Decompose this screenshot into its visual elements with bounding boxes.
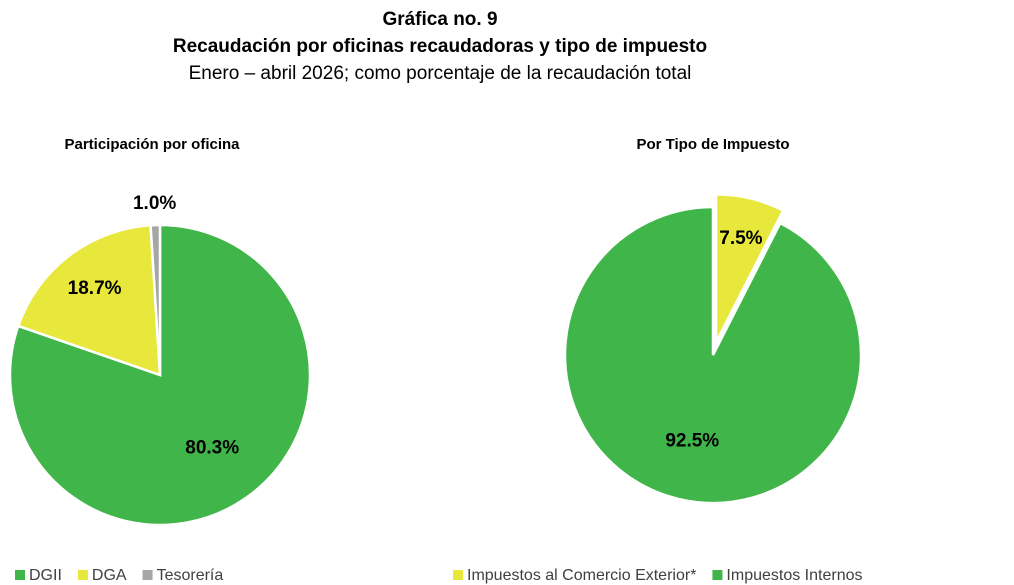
value-label: 18.7% xyxy=(68,278,122,299)
legend-label: Impuestos Internos xyxy=(726,567,862,584)
pie-slice xyxy=(563,205,863,505)
value-label: 80.3% xyxy=(185,437,239,458)
pie-slice xyxy=(16,223,162,377)
legend-label: Impuestos al Comercio Exterior* xyxy=(467,567,696,584)
chart-title: Por Tipo de Impuesto xyxy=(636,136,789,153)
legend-swatch xyxy=(77,570,88,580)
pie-slice xyxy=(149,223,162,376)
legend-label: DGA xyxy=(92,567,127,584)
value-label: 92.5% xyxy=(665,430,719,451)
legend-label: DGII xyxy=(29,567,62,584)
legend-swatch xyxy=(15,570,25,580)
chart-title: Participación por oficina xyxy=(64,136,240,153)
title: Gráfica no. 9 xyxy=(382,9,497,30)
pie-slice xyxy=(8,223,312,527)
legend-swatch xyxy=(142,570,153,580)
pie-slice xyxy=(714,193,785,343)
note: Enero – abril 2026; como porcentaje de l… xyxy=(189,63,692,84)
value-label: 1.0% xyxy=(133,193,176,214)
legend-swatch xyxy=(712,570,723,580)
legend-swatch xyxy=(453,570,463,580)
legend-label: Tesorería xyxy=(157,567,224,584)
value-label: 7.5% xyxy=(719,228,762,249)
subtitle: Recaudación por oficinas recaudadoras y … xyxy=(173,36,707,57)
